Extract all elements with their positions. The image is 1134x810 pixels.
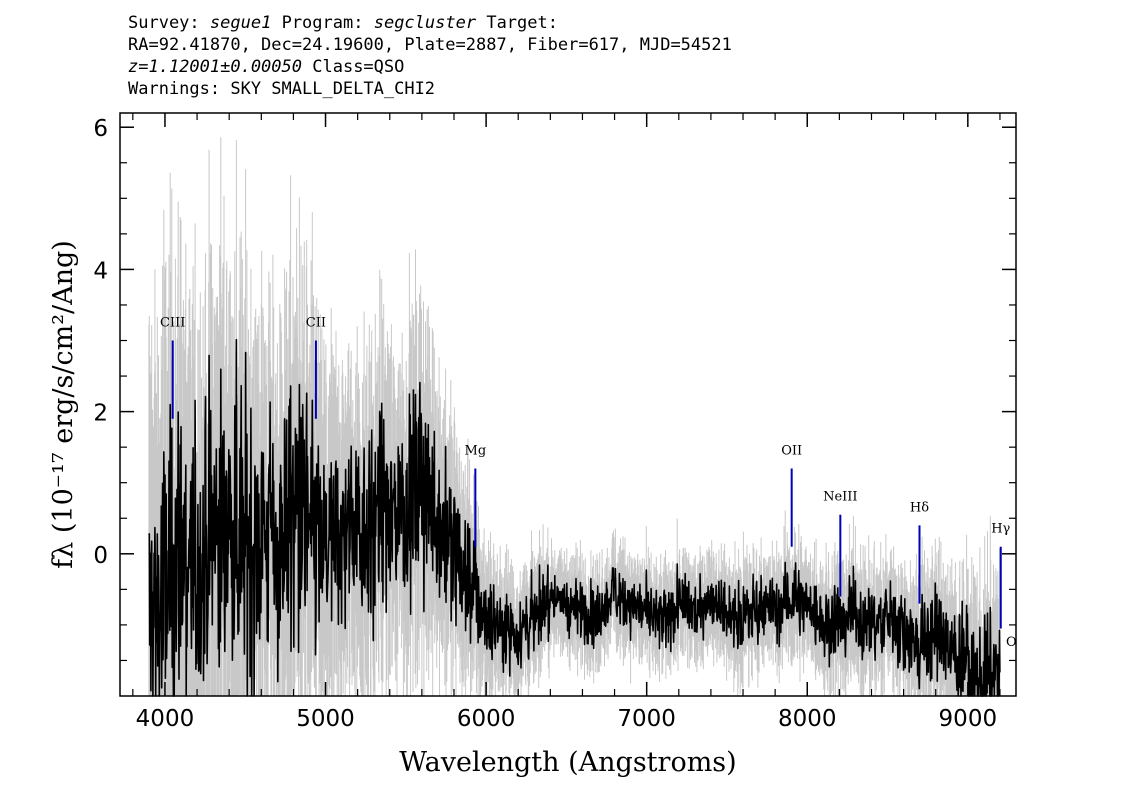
x-tick-label: 9000 bbox=[939, 706, 998, 732]
header-line-survey: Survey: segue1 Program: segcluster Targe… bbox=[128, 12, 732, 34]
x-tick-label: 4000 bbox=[136, 706, 195, 732]
line-markers: CIII CII Mg OII NeIII Hδ Hγ bbox=[160, 316, 1011, 629]
y-tick-label: 2 bbox=[93, 401, 108, 427]
header-line-redshift: z=1.12001±0.00050 Class=QSO bbox=[128, 56, 732, 78]
redshift-value: z=1.12001±0.00050 bbox=[128, 57, 302, 77]
x-axis-title: Wavelength (Angstroms) bbox=[399, 747, 736, 778]
line-marker-label: CII bbox=[306, 316, 326, 331]
survey-label: Survey: bbox=[128, 13, 200, 33]
y-axis-title: fλ (10⁻¹⁷ erg/s/cm²/Ang) bbox=[48, 240, 79, 569]
line-marker-label: Hδ bbox=[910, 500, 929, 515]
target-label: Target: bbox=[486, 13, 558, 33]
y-tick-label: 0 bbox=[93, 543, 108, 569]
plot-frame bbox=[119, 112, 1017, 697]
x-tick-label: 6000 bbox=[457, 706, 516, 732]
line-marker-label: Hγ bbox=[991, 522, 1010, 537]
survey-value: segue1 bbox=[209, 13, 272, 33]
y-tick-label: 4 bbox=[93, 258, 108, 284]
line-marker-label: NeIII bbox=[823, 490, 857, 505]
axis-ticks: 4000 5000 6000 7000 8000 9000 0 2 4 6 bbox=[93, 113, 1016, 732]
line-marker-label: CIII bbox=[160, 316, 185, 331]
flux-line bbox=[148, 338, 1001, 697]
x-tick-label: 5000 bbox=[296, 706, 355, 732]
program-label: Program: bbox=[281, 13, 364, 33]
header-line-coordinates: RA=92.41870, Dec=24.19600, Plate=2887, F… bbox=[128, 35, 732, 55]
line-marker-label: Mg bbox=[465, 443, 487, 458]
class-value: Class=QSO bbox=[312, 57, 405, 77]
line-marker-label: OII bbox=[781, 443, 802, 458]
header-line-warnings: Warnings: SKY SMALL_DELTA_CHI2 bbox=[128, 79, 436, 99]
edge-line-label: O bbox=[1006, 635, 1017, 650]
x-tick-label: 8000 bbox=[778, 706, 837, 732]
x-tick-label: 7000 bbox=[617, 706, 676, 732]
spectrum-header: Survey: segue1 Program: segcluster Targe… bbox=[128, 12, 732, 100]
flux-series bbox=[148, 338, 1001, 697]
y-tick-label: 6 bbox=[93, 116, 108, 142]
program-value: segcluster bbox=[373, 13, 477, 33]
